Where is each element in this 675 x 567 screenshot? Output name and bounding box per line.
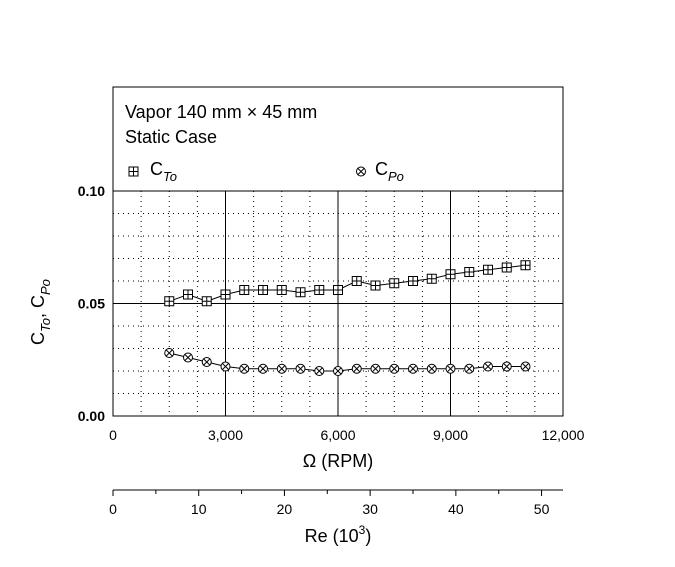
data-point-to: [445, 269, 456, 280]
secondary-axis-tick-label: 50: [534, 501, 550, 517]
legend-label-cpo: CPo: [375, 159, 404, 184]
data-point-to: [483, 264, 493, 275]
legend-entry-cto: CTo: [128, 159, 177, 184]
series-lines: [169, 264, 526, 372]
data-point-po: [426, 363, 437, 374]
x-tick-label: 12,000: [542, 427, 585, 443]
data-point-po: [483, 361, 493, 372]
data-point-po: [501, 361, 512, 372]
data-point-to: [164, 296, 175, 307]
data-point-po: [333, 366, 343, 376]
y-tick-label: 0.00: [78, 408, 105, 424]
data-point-po: [351, 363, 362, 374]
data-point-to: [220, 289, 231, 300]
circle-x-marker-icon: [356, 166, 366, 177]
data-point-to: [520, 260, 531, 271]
plot-frame: [112, 190, 564, 417]
data-point-to: [426, 273, 437, 284]
legend-label-cto: CTo: [150, 159, 177, 184]
data-point-po: [520, 361, 531, 372]
data-point-to: [314, 285, 325, 295]
legend-title: Vapor 140 mm × 45 mm: [125, 102, 317, 122]
data-point-po: [295, 363, 306, 374]
data-point-po: [370, 363, 381, 374]
data-point-to: [201, 296, 212, 307]
data-point-to: [464, 267, 475, 277]
data-point-to: [389, 278, 400, 289]
legend-subtitle: Static Case: [125, 127, 217, 147]
data-point-to: [408, 276, 418, 286]
data-point-to: [258, 285, 268, 295]
y-axis-label: CTo, CPo: [28, 279, 53, 345]
data-point-po: [276, 363, 287, 374]
y-tick-label: 0.05: [78, 296, 105, 312]
secondary-axis-tick-label: 10: [191, 501, 207, 517]
secondary-axis-label: Re (103): [305, 523, 372, 546]
markers: [164, 260, 531, 376]
secondary-axis-tick-label: 30: [362, 501, 378, 517]
data-point-po: [445, 363, 456, 374]
data-point-to: [183, 289, 193, 300]
x-tick-label: 3,000: [208, 427, 243, 443]
x-tick-labels: 0 3,000 6,000 9,000 12,000: [109, 427, 585, 443]
secondary-axis-tick-label: 40: [448, 501, 464, 517]
data-point-to: [276, 285, 287, 295]
data-point-po: [258, 363, 268, 374]
data-point-po: [464, 363, 475, 374]
data-point-po: [183, 352, 193, 363]
data-point-po: [201, 357, 212, 367]
data-point-po: [408, 363, 418, 374]
y-tick-labels: 0.00 0.05 0.10: [78, 183, 105, 424]
data-point-to: [239, 285, 250, 295]
secondary-axis-ticks: 0 10 20 30 40 50: [109, 490, 550, 517]
data-point-to: [370, 280, 381, 291]
data-point-to: [333, 285, 343, 295]
legend-entry-cpo: CPo: [356, 159, 404, 184]
grid: [113, 191, 563, 416]
x-tick-label: 9,000: [433, 427, 468, 443]
x-axis-label: Ω (RPM): [303, 451, 373, 471]
data-point-po: [220, 361, 231, 372]
x-tick-label: 0: [109, 427, 117, 443]
y-tick-label: 0.10: [78, 183, 105, 199]
x-tick-label: 6,000: [320, 427, 355, 443]
data-point-po: [314, 366, 325, 376]
data-point-po: [389, 363, 400, 374]
data-point-po: [239, 363, 250, 374]
data-point-to: [501, 262, 512, 273]
data-point-to: [351, 276, 362, 286]
secondary-axis-tick-label: 0: [109, 501, 117, 517]
data-point-po: [164, 348, 175, 358]
data-point-to: [295, 287, 306, 298]
secondary-axis-tick-label: 20: [277, 501, 293, 517]
